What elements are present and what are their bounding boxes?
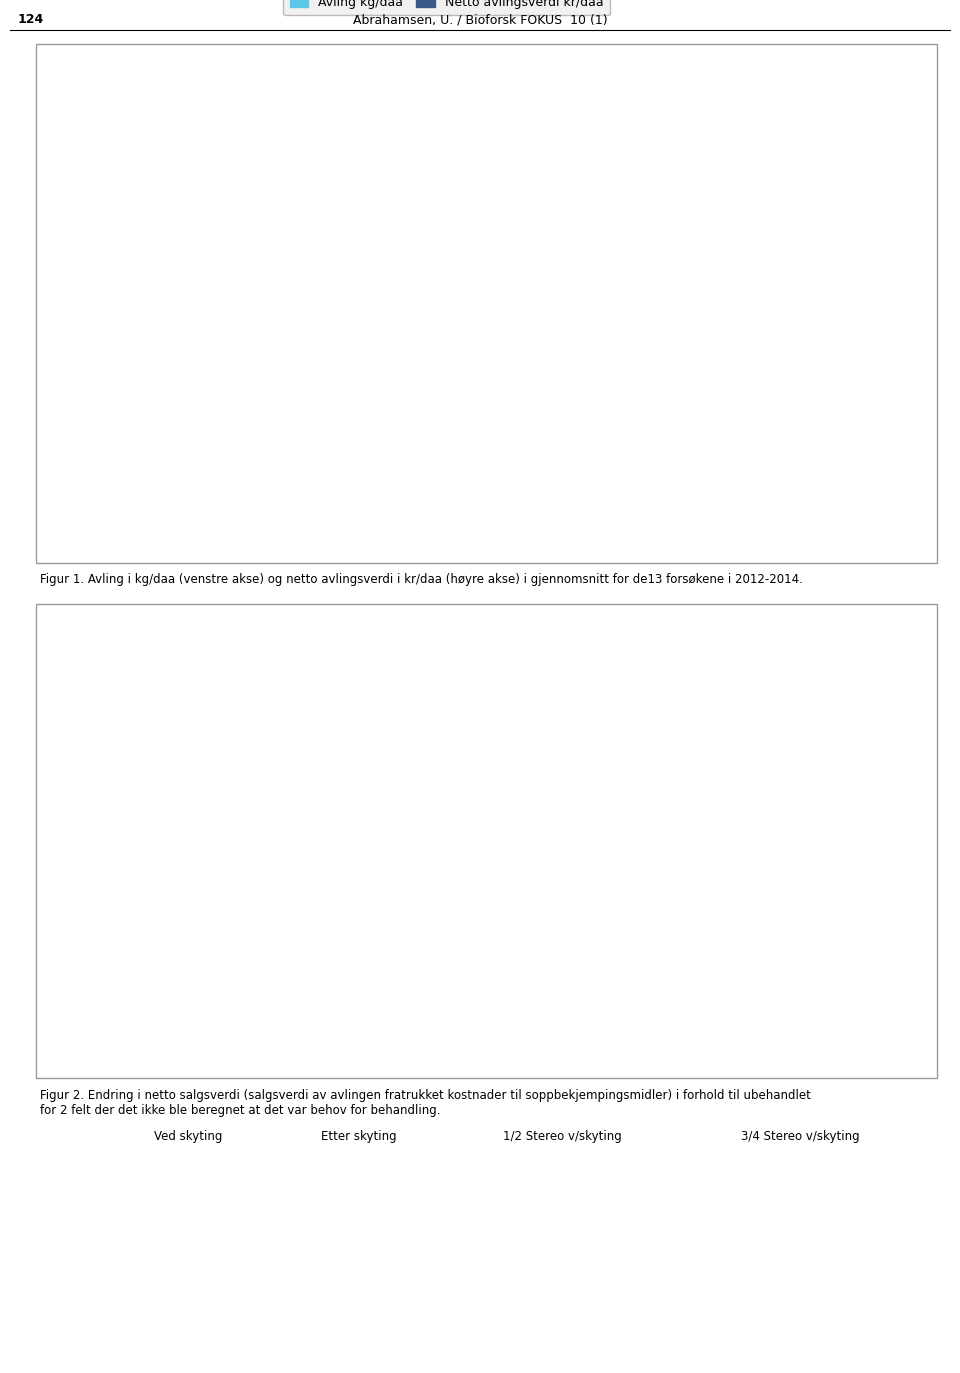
- Bar: [265, 238, 287, 467]
- Bar: [708, 122, 730, 467]
- Bar: [545, 854, 579, 876]
- Bar: [206, 240, 228, 467]
- Text: Ved skyting: Ved skyting: [155, 1130, 223, 1142]
- Bar: [749, 876, 783, 916]
- Bar: [126, 161, 148, 467]
- Text: Før eller
ved skyting: Før eller ved skyting: [202, 625, 270, 654]
- Text: 124: 124: [17, 12, 43, 26]
- Bar: [649, 128, 671, 467]
- Text: Abrahamsen, U. / Bioforsk FOKUS  10 (1): Abrahamsen, U. / Bioforsk FOKUS 10 (1): [352, 12, 608, 26]
- Bar: [342, 876, 375, 881]
- Text: Etter skyting: Etter skyting: [343, 625, 419, 638]
- Text: 1/2 Stereo v/skyting: 1/2 Stereo v/skyting: [503, 1130, 622, 1142]
- Bar: [533, 115, 555, 467]
- Text: 2 felt uten varsel: 2 felt uten varsel: [503, 676, 639, 691]
- Bar: [300, 135, 323, 467]
- Bar: [439, 221, 461, 467]
- Y-axis label: Avling kg/daa: Avling kg/daa: [57, 233, 70, 323]
- Bar: [323, 189, 345, 467]
- Bar: [682, 865, 715, 876]
- Bar: [242, 143, 265, 467]
- Bar: [359, 135, 381, 467]
- Text: 3/4 Stereo
v/skyting: 3/4 Stereo v/skyting: [699, 625, 760, 654]
- Bar: [475, 126, 497, 467]
- Bar: [148, 327, 170, 467]
- Bar: [555, 144, 577, 467]
- Bar: [671, 206, 694, 467]
- Text: Figur 1. Avling i kg/daa (venstre akse) og netto avlingsverdi i kr/daa (høyre ak: Figur 1. Avling i kg/daa (venstre akse) …: [40, 573, 804, 585]
- Bar: [184, 146, 206, 467]
- Bar: [613, 185, 636, 467]
- Text: 1/2 Stereo
v/skyting: 1/2 Stereo v/skyting: [524, 625, 586, 654]
- Y-axis label: Netto avlingsverdi kr/daa: Netto avlingsverdi kr/daa: [879, 194, 892, 362]
- Y-axis label: Netto merverdi kr/daa: Netto merverdi kr/daa: [47, 747, 60, 894]
- Text: Etter skyting: Etter skyting: [321, 1130, 396, 1142]
- Bar: [274, 740, 307, 876]
- Legend: Avling kg/daa, Netto avlingsverdi kr/daa: Avling kg/daa, Netto avlingsverdi kr/daa: [283, 0, 610, 15]
- Bar: [417, 133, 439, 467]
- Bar: [477, 876, 512, 879]
- Bar: [591, 121, 613, 467]
- Bar: [137, 862, 172, 876]
- Bar: [205, 817, 240, 876]
- Bar: [730, 198, 752, 467]
- Bar: [613, 866, 647, 876]
- Text: Figur 2. Endring i netto salgsverdi (salgsverdi av avlingen fratrukket kostnader: Figur 2. Endring i netto salgsverdi (sal…: [40, 1089, 811, 1116]
- Bar: [410, 858, 444, 876]
- Text: 3/4 Stereo v/skyting: 3/4 Stereo v/skyting: [741, 1130, 859, 1142]
- Bar: [497, 169, 519, 467]
- Bar: [788, 214, 810, 467]
- Bar: [817, 876, 852, 956]
- Bar: [381, 205, 403, 467]
- Bar: [766, 121, 788, 467]
